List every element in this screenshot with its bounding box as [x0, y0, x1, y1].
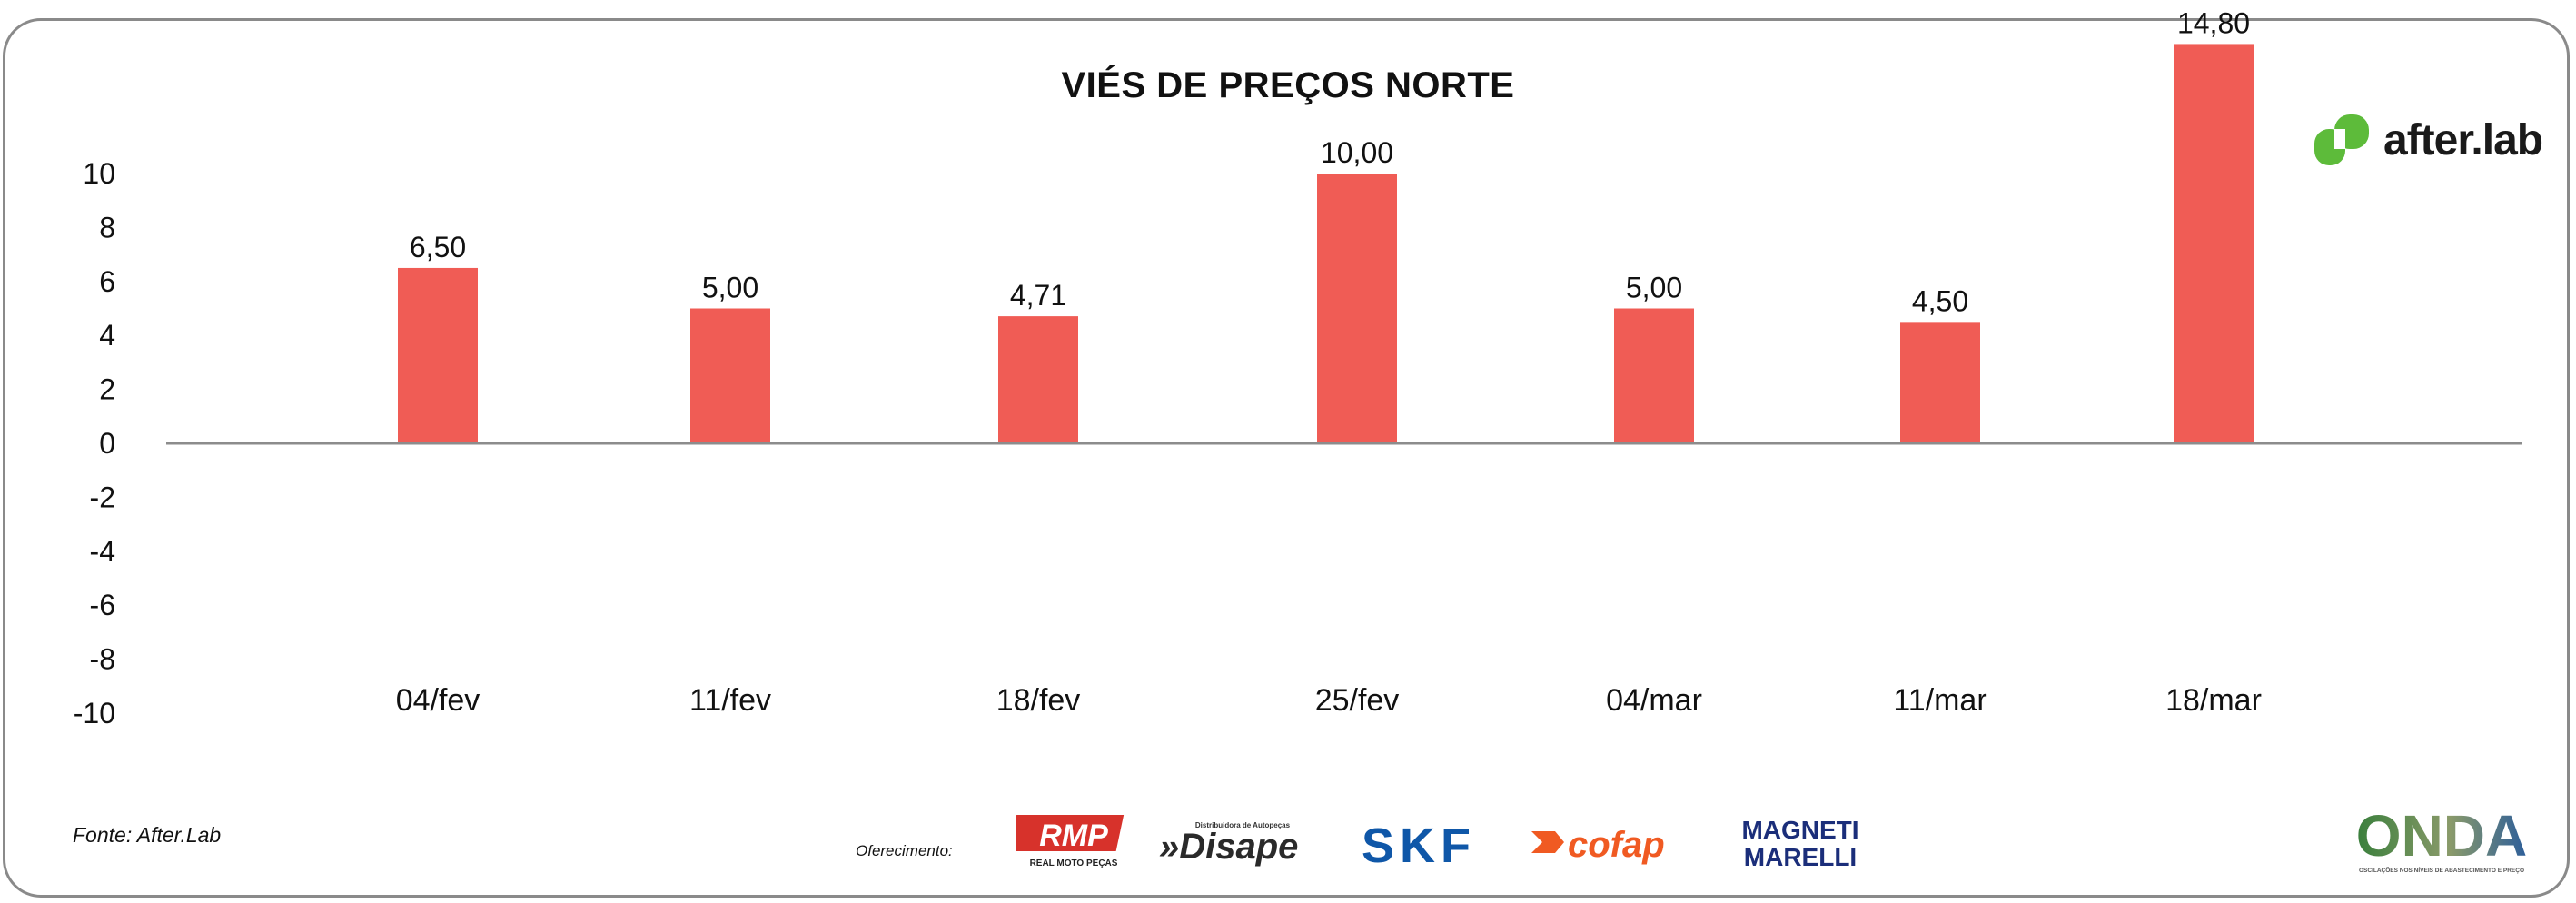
offer-label: Oferecimento:: [856, 842, 953, 859]
cofap-logo: cofap: [1531, 825, 1665, 865]
bar-data-label: 4,71: [1010, 279, 1066, 312]
x-tick-label: 18/mar: [2165, 683, 2262, 718]
bar-04-fev: [398, 267, 478, 443]
svg-text:cofap: cofap: [1568, 825, 1665, 865]
y-tick-label: -8: [90, 643, 115, 676]
svg-text:RMP: RMP: [1039, 819, 1108, 853]
chart-title: VIÉS DE PREÇOS NORTE: [1061, 65, 1515, 105]
svg-text:REAL MOTO PEÇAS: REAL MOTO PEÇAS: [1030, 858, 1118, 868]
y-tick-label: 6: [99, 265, 115, 298]
y-tick-label: 2: [99, 373, 115, 406]
svg-text:OSCILAÇÕES NOS NÍVEIS DE ABAST: OSCILAÇÕES NOS NÍVEIS DE ABASTECIMENTO E…: [2359, 866, 2524, 874]
svg-text:MARELLI: MARELLI: [1744, 843, 1857, 871]
bars: [398, 44, 2254, 443]
x-tick-label: 04/mar: [1606, 683, 1702, 718]
bar-data-label: 6,50: [410, 231, 466, 263]
bar-data-label: 14,80: [2177, 6, 2250, 39]
afterlab-logo: after.lab: [2314, 114, 2543, 165]
svg-text:MAGNETI: MAGNETI: [1741, 816, 1858, 844]
svg-text:ONDA: ONDA: [2356, 803, 2527, 868]
bar-11-fev: [690, 308, 770, 443]
chart-frame: [3, 18, 2570, 898]
source-note: Fonte: After.Lab: [73, 823, 222, 847]
y-tick-label: 0: [99, 427, 115, 460]
y-tick-label: 4: [99, 319, 115, 352]
bar-data-label: 4,50: [1912, 284, 1968, 317]
y-axis-ticks: 10 8 6 4 2 0 -2 -4 -6 -8 -10: [74, 157, 115, 729]
bar-04-mar: [1614, 308, 1694, 443]
x-axis-ticks: 04/fev 11/fev 18/fev 25/fev 04/mar 11/mar 18/m…: [396, 683, 2262, 718]
bar-data-label: 5,00: [702, 272, 758, 304]
bar-data-label: 10,00: [1321, 136, 1393, 169]
afterlab-mark-icon: [2314, 114, 2374, 165]
y-tick-label: 8: [99, 211, 115, 243]
bar-18-fev: [998, 316, 1078, 443]
onda-logo: ONDA OSCILAÇÕES NOS NÍVEIS DE ABASTECIME…: [2356, 803, 2527, 874]
svg-text:Distribuidora de Autopeças: Distribuidora de Autopeças: [1195, 821, 1291, 829]
y-tick-label: -2: [90, 481, 115, 513]
bar-11-mar: [1900, 322, 1980, 443]
afterlab-wordmark: after.lab: [2383, 115, 2543, 164]
x-tick-label: 11/mar: [1893, 683, 1986, 718]
y-tick-label: 10: [83, 157, 115, 190]
disape-logo: Distribuidora de Autopeças »Disape: [1159, 821, 1298, 867]
magneti-marelli-logo: MAGNETI MARELLI: [1741, 816, 1858, 871]
svg-text:»Disape: »Disape: [1159, 827, 1298, 867]
data-labels: 6,50 5,00 4,71 10,00 5,00 4,50 14,80: [410, 6, 2250, 317]
skf-logo: SKF: [1362, 819, 1476, 873]
x-tick-label: 11/fev: [689, 683, 771, 718]
x-tick-label: 25/fev: [1315, 683, 1400, 718]
rmp-logo: RMP REAL MOTO PEÇAS: [1016, 815, 1125, 868]
y-tick-label: -10: [74, 697, 115, 729]
bar-data-label: 5,00: [1626, 272, 1682, 304]
y-tick-label: -6: [90, 589, 115, 621]
svg-text:SKF: SKF: [1362, 819, 1476, 873]
bar-18-mar: [2174, 44, 2254, 443]
x-tick-label: 04/fev: [396, 683, 481, 718]
x-tick-label: 18/fev: [996, 683, 1081, 718]
bar-25-fev: [1317, 174, 1397, 443]
y-tick-label: -4: [90, 535, 115, 568]
